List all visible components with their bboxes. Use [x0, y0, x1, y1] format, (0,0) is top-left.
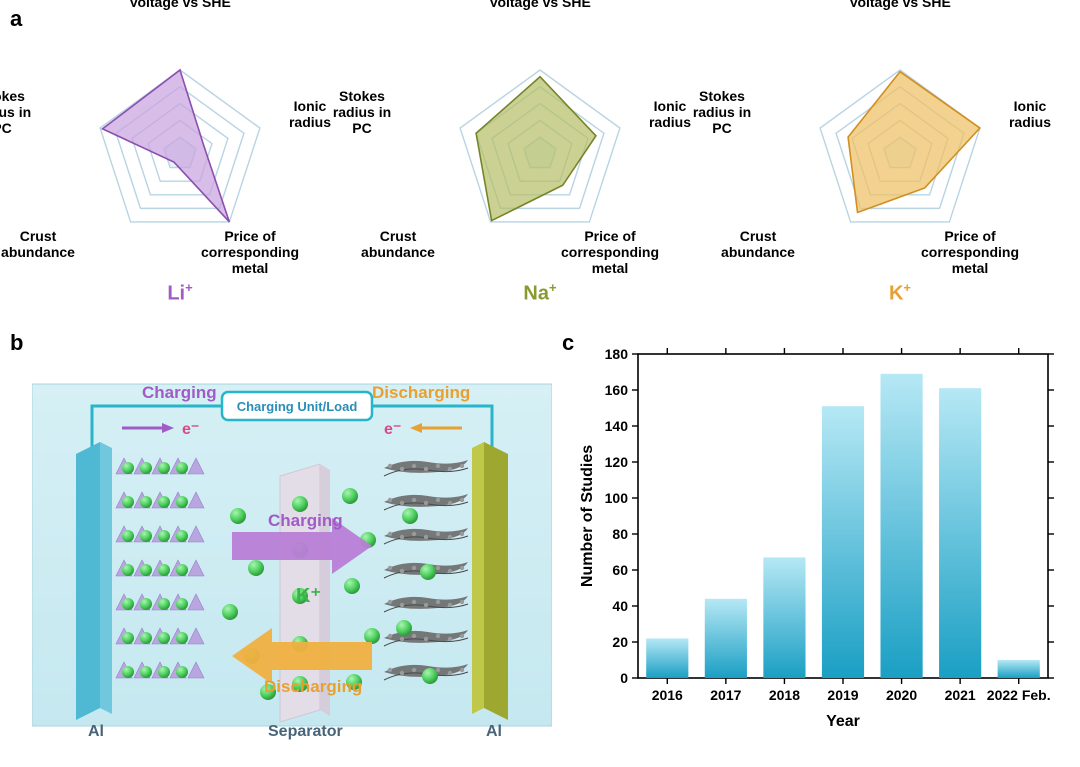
svg-text:0: 0 — [620, 670, 628, 686]
panel-b-schematic: Charging Unit/Load Charging Discharging e⁻ e… — [32, 336, 552, 740]
radar-axis-label: Voltage vs SHE — [100, 0, 260, 10]
svg-text:Year: Year — [826, 713, 860, 730]
svg-text:e⁻: e⁻ — [384, 421, 401, 438]
svg-text:Separator: Separator — [268, 723, 343, 740]
radar-title: Na+ — [523, 280, 556, 306]
svg-text:60: 60 — [612, 562, 628, 578]
bar — [763, 557, 805, 678]
schematic-svg: Charging Unit/Load Charging Discharging e⁻ e… — [32, 336, 552, 740]
radar-na: Voltage vs SHEIonicradiusPrice ofcorresp… — [370, 10, 710, 310]
radar-axis-label: Crustabundance — [0, 228, 98, 260]
svg-text:2021: 2021 — [945, 687, 976, 703]
radar-axis-label: Crustabundance — [338, 228, 458, 260]
panel-label-b: b — [10, 330, 23, 356]
svg-text:2022 Feb.: 2022 Feb. — [987, 687, 1051, 703]
svg-text:2019: 2019 — [827, 687, 858, 703]
svg-text:Discharging: Discharging — [264, 677, 362, 696]
svg-text:Al: Al — [486, 723, 502, 740]
radar-axis-label: Price ofcorrespondingmetal — [895, 228, 1045, 276]
svg-text:Charging: Charging — [268, 511, 343, 530]
radar-title: K+ — [889, 280, 911, 306]
svg-text:100: 100 — [605, 490, 629, 506]
panel-label-c: c — [562, 330, 574, 356]
bar — [822, 406, 864, 678]
svg-text:2017: 2017 — [710, 687, 741, 703]
svg-text:e⁻: e⁻ — [182, 421, 199, 438]
svg-text:2018: 2018 — [769, 687, 800, 703]
radar-axis-label: Stokesradius inPC — [316, 88, 408, 136]
panel-c-barchart: 0 20 40 60 80 100 120 140 160 180 2016 2017 2018 2019… — [574, 336, 1062, 740]
bar — [880, 374, 922, 678]
radar-axis-label: Voltage vs SHE — [460, 0, 620, 10]
svg-text:180: 180 — [605, 346, 629, 362]
svg-text:160: 160 — [605, 382, 629, 398]
radar-axis-label: Stokesradius inPC — [676, 88, 768, 136]
svg-text:Al: Al — [88, 723, 104, 740]
svg-text:2016: 2016 — [652, 687, 683, 703]
svg-text:20: 20 — [612, 634, 628, 650]
radar-li: Voltage vs SHEIonicradiusPrice ofcorresp… — [10, 10, 350, 310]
svg-text:Charging: Charging — [142, 383, 217, 402]
bar — [705, 599, 747, 678]
radar-axis-label: Ionicradius — [990, 98, 1070, 130]
bar — [998, 660, 1040, 678]
svg-text:40: 40 — [612, 598, 628, 614]
svg-text:120: 120 — [605, 454, 629, 470]
radar-axis-label: Voltage vs SHE — [820, 0, 980, 10]
bar-svg: 0 20 40 60 80 100 120 140 160 180 2016 2017 2018 2019… — [574, 336, 1062, 740]
svg-text:80: 80 — [612, 526, 628, 542]
radar-axis-label: Price ofcorrespondingmetal — [535, 228, 685, 276]
radar-axis-label: Crustabundance — [698, 228, 818, 260]
radar-axis-label: Stokesradius inPC — [0, 88, 48, 136]
radar-k: Voltage vs SHEIonicradiusPrice ofcorresp… — [730, 10, 1070, 310]
bar — [939, 388, 981, 678]
radar-axis-label: Price ofcorrespondingmetal — [175, 228, 325, 276]
svg-text:Charging Unit/Load: Charging Unit/Load — [237, 399, 358, 414]
bar — [646, 638, 688, 678]
radar-title: Li+ — [167, 280, 192, 306]
svg-text:Discharging: Discharging — [372, 383, 470, 402]
radar-row: Voltage vs SHEIonicradiusPrice ofcorresp… — [0, 10, 1080, 320]
svg-text:K⁺: K⁺ — [296, 585, 321, 607]
svg-text:Number of Studies: Number of Studies — [579, 445, 596, 587]
svg-text:140: 140 — [605, 418, 629, 434]
svg-text:2020: 2020 — [886, 687, 917, 703]
